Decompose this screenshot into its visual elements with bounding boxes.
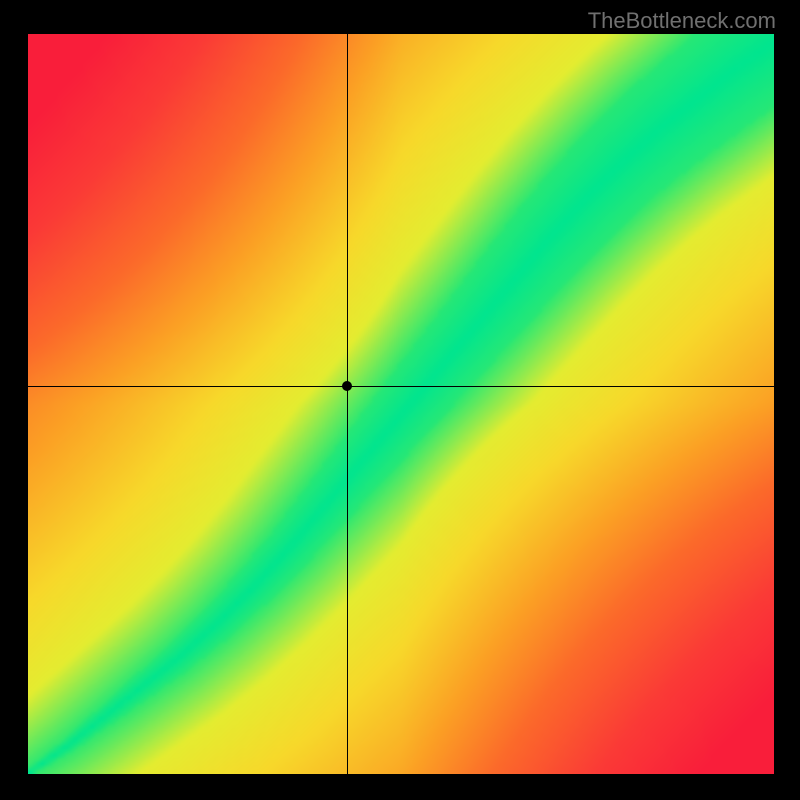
watermark-text: TheBottleneck.com xyxy=(588,8,776,34)
crosshair-horizontal xyxy=(28,386,774,387)
heatmap-canvas xyxy=(28,34,774,774)
crosshair-vertical xyxy=(347,34,348,774)
chart-container: TheBottleneck.com xyxy=(0,0,800,800)
crosshair-dot xyxy=(342,381,352,391)
